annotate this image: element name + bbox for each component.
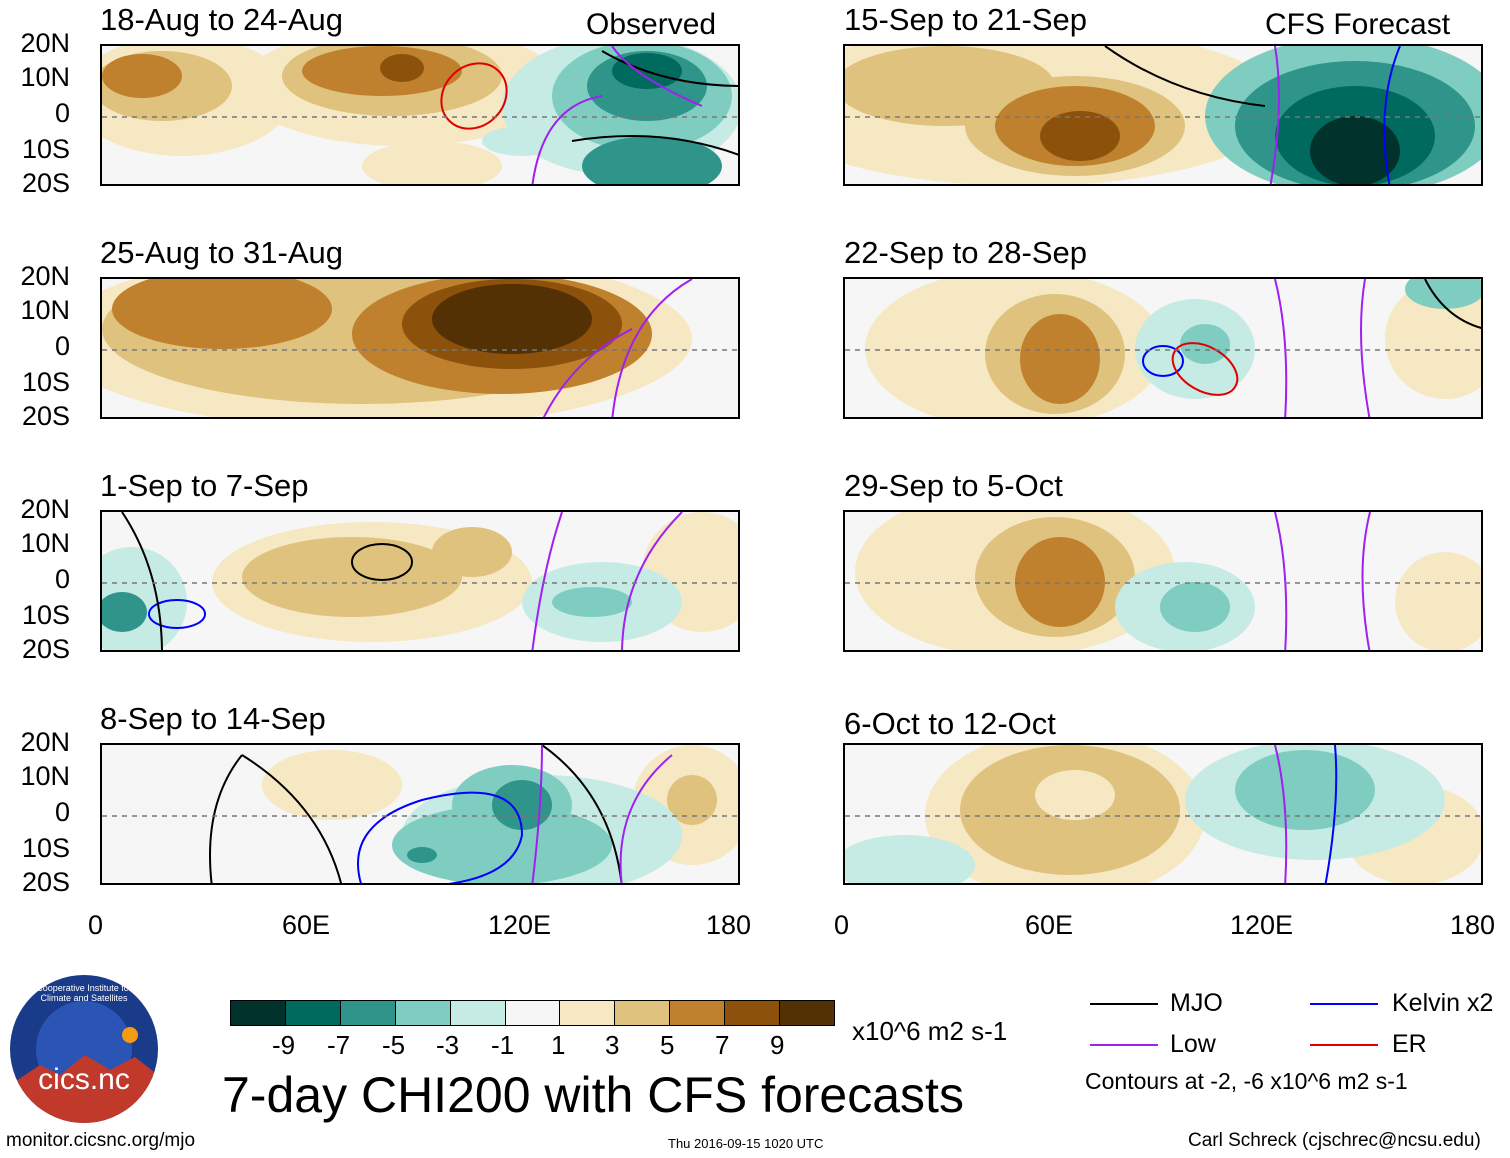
map-panel-3-field xyxy=(102,512,738,650)
x-tick: 120E xyxy=(1230,910,1294,940)
logo-text: cics.nc xyxy=(38,1063,130,1096)
footer-url[interactable]: monitor.cicsnc.org/mjo xyxy=(6,1130,196,1151)
colorbar xyxy=(230,1000,835,1026)
panel-title-2: 25-Aug to 31-Aug xyxy=(100,235,344,270)
y-tick: 0 xyxy=(54,797,70,827)
forecast-label: CFS Forecast xyxy=(1265,8,1451,41)
colorbar-swatch xyxy=(450,1001,506,1025)
legend-line-kelvin xyxy=(1310,1003,1378,1005)
legend-line-mjo xyxy=(1090,1003,1158,1005)
y-tick: 0 xyxy=(54,331,70,361)
y-tick: 10S xyxy=(21,833,70,863)
colorbar-swatch xyxy=(231,1001,286,1025)
logo-ring-text: Cooperative Institute for Climate and Sa… xyxy=(36,983,132,1003)
x-tick: 0 xyxy=(834,910,850,940)
y-tick: 20S xyxy=(21,401,70,431)
y-tick: 0 xyxy=(54,98,70,128)
panel-title-7: 29-Sep to 5-Oct xyxy=(844,468,1063,503)
colorbar-swatch xyxy=(395,1001,451,1025)
x-tick: 120E xyxy=(488,910,552,940)
map-panel-2-field xyxy=(102,279,738,417)
map-panel-7 xyxy=(843,510,1483,652)
y-tick: 10N xyxy=(20,761,70,791)
y-tick: 10N xyxy=(20,528,70,558)
map-panel-1 xyxy=(100,44,740,186)
y-tick: 20N xyxy=(20,28,70,58)
map-panel-5 xyxy=(843,44,1483,186)
colorbar-swatch xyxy=(615,1001,671,1025)
main-title: 7-day CHI200 with CFS forecasts xyxy=(222,1067,964,1123)
map-panel-2 xyxy=(100,277,740,419)
panel-title-3: 1-Sep to 7-Sep xyxy=(100,468,309,503)
y-tick: 20S xyxy=(21,867,70,897)
y-tick: 10N xyxy=(20,295,70,325)
x-tick: 180 xyxy=(1450,910,1496,940)
x-tick: 60E xyxy=(282,910,331,940)
map-panel-7-field xyxy=(845,512,1481,650)
y-tick: 10N xyxy=(20,62,70,92)
y-tick: 20N xyxy=(20,261,70,291)
colorbar-tick: -3 xyxy=(436,1030,460,1060)
legend-label-mjo: MJO xyxy=(1170,989,1223,1017)
y-tick: 10S xyxy=(21,134,70,164)
y-tick: 10S xyxy=(21,367,70,397)
colorbar-tick: 7 xyxy=(715,1030,730,1060)
colorbar-units: x10^6 m2 s-1 xyxy=(852,1016,1008,1046)
map-panel-3 xyxy=(100,510,740,652)
cicsnc-logo: Cooperative Institute for Climate and Sa… xyxy=(10,975,158,1123)
colorbar-tick: -1 xyxy=(491,1030,515,1060)
y-tick: 20N xyxy=(20,727,70,757)
colorbar-swatch xyxy=(560,1001,616,1025)
colorbar-swatch xyxy=(505,1001,561,1025)
colorbar-tick: -9 xyxy=(272,1030,296,1060)
panel-title-1: 18-Aug to 24-Aug xyxy=(100,2,344,37)
map-panel-1-field xyxy=(102,46,738,184)
legend-label-low: Low xyxy=(1170,1030,1216,1058)
observed-label: Observed xyxy=(586,8,717,41)
colorbar-swatch xyxy=(670,1001,726,1025)
colorbar-swatch xyxy=(285,1001,341,1025)
map-panel-6-field xyxy=(845,279,1481,417)
x-tick: 60E xyxy=(1025,910,1074,940)
legend-label-kelvin: Kelvin x2 xyxy=(1392,989,1494,1017)
map-panel-5-field xyxy=(845,46,1481,184)
y-tick: 20S xyxy=(21,168,70,198)
map-panel-8-field xyxy=(845,745,1481,883)
colorbar-tick: -7 xyxy=(327,1030,351,1060)
y-tick: 20N xyxy=(20,494,70,524)
panel-title-8: 6-Oct to 12-Oct xyxy=(844,706,1056,741)
x-tick: 180 xyxy=(706,910,752,940)
map-panel-6 xyxy=(843,277,1483,419)
map-panel-4 xyxy=(100,743,740,885)
colorbar-swatch xyxy=(780,1001,834,1025)
contours-note: Contours at -2, -6 x10^6 m2 s-1 xyxy=(1085,1068,1408,1094)
logo-graphic xyxy=(10,979,158,1123)
legend-label-er: ER xyxy=(1392,1030,1427,1058)
colorbar-tick: 5 xyxy=(660,1030,675,1060)
colorbar-tick: 1 xyxy=(551,1030,566,1060)
y-tick: 20S xyxy=(21,634,70,664)
map-panel-4-field xyxy=(102,745,738,883)
footer-timestamp: Thu 2016-09-15 1020 UTC xyxy=(668,1136,824,1151)
legend-line-low xyxy=(1090,1044,1158,1046)
footer-credit: Carl Schreck (cjschrec@ncsu.edu) xyxy=(1188,1130,1481,1151)
map-panel-8 xyxy=(843,743,1483,885)
y-tick: 0 xyxy=(54,564,70,594)
colorbar-tick: -5 xyxy=(382,1030,406,1060)
y-tick: 10S xyxy=(21,600,70,630)
panel-title-6: 22-Sep to 28-Sep xyxy=(844,235,1088,270)
panel-title-4: 8-Sep to 14-Sep xyxy=(100,701,326,736)
colorbar-tick: 9 xyxy=(770,1030,785,1060)
colorbar-swatch xyxy=(725,1001,781,1025)
legend-line-er xyxy=(1310,1044,1378,1046)
colorbar-swatch xyxy=(340,1001,396,1025)
colorbar-tick: 3 xyxy=(605,1030,620,1060)
x-tick: 0 xyxy=(88,910,104,940)
panel-title-5: 15-Sep to 21-Sep xyxy=(844,2,1088,37)
